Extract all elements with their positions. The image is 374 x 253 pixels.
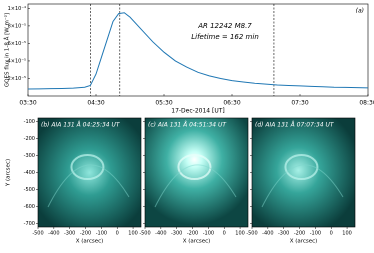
image-background [145,118,248,227]
y-tick-label: -600 [24,204,35,210]
x-tick-label: -400 [262,231,273,237]
x-axis-label: X (arcsec) [290,239,318,245]
annotation: Lifetime = 162 min [191,33,259,41]
x-tick-label: -500 [246,231,257,237]
y-axis-label: GOES flux in 1-8 Å [W m⁻²] [4,13,11,87]
x-axis-label: 17-Dec-2014 [UT] [171,108,225,115]
x-axis-label: X (arcsec) [76,239,104,245]
loop-arc [261,164,344,208]
x-tick-label: 03:30 [19,100,36,107]
y-tick-label: 8×10⁻⁵ [8,23,26,29]
x-tick-label: 08:30 [359,100,374,107]
annotation: AR 12242 M8.7 [197,22,252,30]
x-tick-label: -400 [155,231,166,237]
x-tick-label: 100 [128,231,138,237]
x-tick-label: -100 [96,231,107,237]
x-tick-label: -100 [203,231,214,237]
aia-image [38,118,141,227]
y-tick-label: 2×10⁻⁵ [8,76,26,82]
x-tick-label: -500 [32,231,43,237]
flux-line [27,12,369,90]
y-axis-label: Y (arcsec) [6,159,12,187]
panel-title: (c) AIA 131 Å 04:51:34 UT [148,122,227,129]
x-tick-label: 100 [235,231,245,237]
loop-arc [154,164,237,208]
x-tick-label: -300 [171,231,182,237]
image-background [38,118,141,227]
y-tick-label: -700 [24,221,35,227]
loop-structure [177,154,212,181]
x-tick-label: 100 [342,231,352,237]
aia-image [145,118,248,227]
y-tick-label: -300 [24,153,35,159]
x-tick-label: 06:30 [223,100,240,107]
x-tick-label: -200 [187,231,198,237]
y-tick-label: 1×10⁻⁴ [8,6,26,12]
y-tick-label: -500 [24,187,35,193]
x-tick-label: -200 [80,231,91,237]
x-tick-label: -300 [278,231,289,237]
x-tick-label: -500 [139,231,150,237]
y-tick-label: 6×10⁻⁵ [8,41,26,47]
image-background [252,118,355,227]
x-tick-label: -300 [64,231,75,237]
y-tick-label: 4×10⁻⁵ [8,58,26,64]
y-tick-label: -400 [24,170,35,176]
loop-structure [70,154,105,181]
aia-image [252,118,355,227]
x-tick-label: -100 [310,231,321,237]
y-tick-label: -100 [24,119,35,125]
x-tick-label: 07:30 [291,100,308,107]
panel-label: (a) [356,8,364,15]
loop-structure [284,154,319,181]
y-tick-label: -200 [24,136,35,142]
panel-title: (b) AIA 131 Å 04:25:34 UT [41,122,121,129]
x-tick-label: 04:30 [87,100,104,107]
panel-title: (d) AIA 131 Å 07:07:34 UT [255,122,335,129]
x-tick-label: 0 [116,231,119,237]
x-tick-label: 0 [223,231,226,237]
plot-frame [27,3,369,97]
x-tick-label: -400 [48,231,59,237]
x-axis-label: X (arcsec) [183,239,211,245]
x-tick-label: 0 [330,231,333,237]
x-tick-label: -200 [294,231,305,237]
x-tick-label: 05:30 [155,100,172,107]
loop-arc [47,164,130,208]
